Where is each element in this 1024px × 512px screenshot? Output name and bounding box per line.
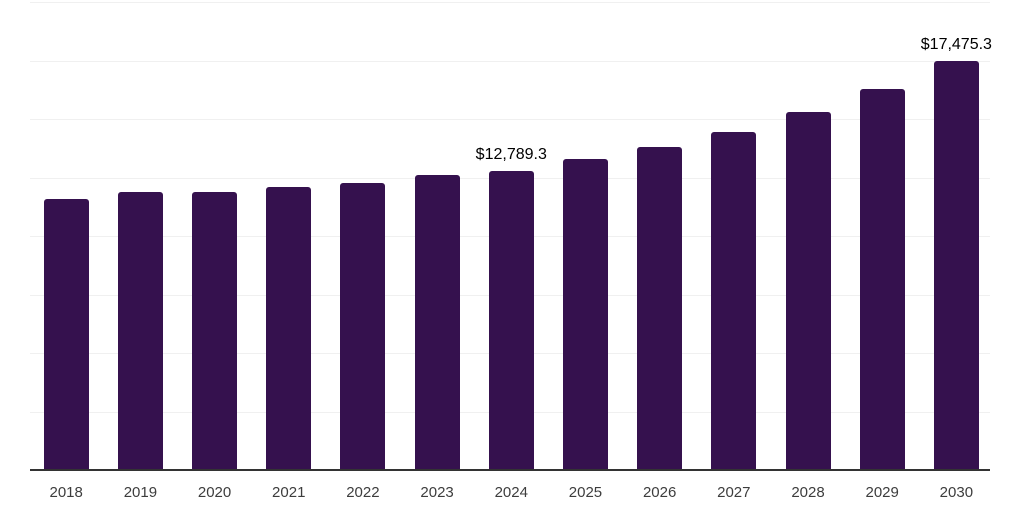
x-tick-label-2020: 2020 [197, 484, 232, 501]
bar-2029 [859, 89, 905, 470]
x-tick-label-2022: 2022 [346, 484, 380, 501]
x-tick-label-2021: 2021 [272, 484, 306, 501]
x-tick-label-2026: 2026 [642, 484, 677, 501]
x-tick-label-2028: 2028 [791, 484, 825, 501]
x-axis-line [30, 469, 990, 471]
x-tick-label-2024: 2024 [494, 484, 528, 501]
gridline [30, 119, 990, 120]
bar-2021 [266, 186, 312, 470]
bar-2026 [637, 147, 683, 470]
bar-2019 [117, 191, 163, 470]
bar-2018 [43, 198, 89, 470]
bar-2030 [933, 61, 979, 470]
bar-2027 [711, 131, 757, 470]
x-tick-label-2018: 2018 [49, 484, 83, 501]
x-tick-label-2023: 2023 [420, 484, 454, 501]
gridline [30, 60, 990, 62]
bar-2028 [785, 112, 831, 470]
bar-2020 [192, 191, 238, 470]
x-tick-label-2027: 2027 [717, 484, 751, 501]
bar-2024 [488, 170, 534, 470]
data-label-2030: $17,475.3 [920, 36, 992, 54]
bar-2025 [562, 159, 608, 470]
data-label-2024: $12,789.3 [475, 145, 547, 163]
x-tick-label-2019: 2019 [123, 484, 158, 501]
x-tick-label-2030: 2030 [939, 484, 974, 501]
x-tick-label-2029: 2029 [865, 484, 899, 501]
bar-2022 [340, 182, 386, 470]
gridline [30, 2, 990, 3]
bar-2023 [414, 175, 460, 470]
x-tick-label-2025: 2025 [568, 484, 603, 501]
